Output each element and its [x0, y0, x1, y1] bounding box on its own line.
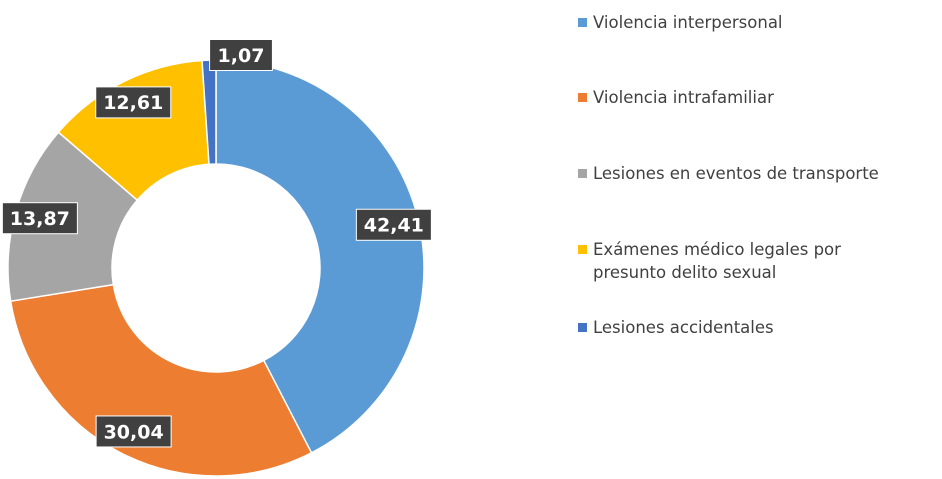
donut-slices: [7, 59, 425, 477]
legend-item-examenes-medico-legales: Exámenes médico legales por presunto del…: [578, 238, 893, 284]
legend-label: Violencia intrafamiliar: [593, 88, 774, 107]
legend-swatch: [578, 169, 587, 178]
data-label-box: [209, 39, 273, 71]
data-label: 13,87: [1, 202, 78, 235]
data-label-text: 12,61: [103, 92, 163, 114]
data-labels: 42,41 30,04 13,87 12,61 1,07: [1, 39, 432, 448]
legend-item-lesiones-transporte: Lesiones en eventos de transporte: [578, 162, 938, 185]
data-label-text: 13,87: [10, 208, 70, 230]
chart-legend: Violencia interpersonal Violencia intraf…: [578, 0, 942, 479]
legend-swatch: [578, 323, 587, 332]
legend-label: Lesiones en eventos de transporte: [593, 164, 879, 183]
legend-label: Violencia interpersonal: [593, 13, 783, 32]
data-label-box: [95, 86, 172, 119]
legend-label: Lesiones accidentales: [593, 318, 774, 337]
data-label-box: [95, 415, 172, 448]
legend-swatch: [578, 245, 587, 254]
legend-item-violencia-interpersonal: Violencia interpersonal: [578, 11, 938, 34]
data-label: 1,07: [209, 39, 273, 71]
data-label: 30,04: [95, 415, 172, 448]
slice-lesiones-accidentales: [201, 59, 217, 166]
slice-violencia-intrafamiliar: [9, 283, 313, 477]
data-label-text: 30,04: [104, 421, 164, 443]
legend-swatch: [578, 93, 587, 102]
data-label: 42,41: [355, 208, 432, 241]
data-label-box: [355, 208, 432, 241]
data-label: 12,61: [95, 86, 172, 119]
legend-label: Exámenes médico legales por presunto del…: [593, 240, 841, 282]
legend-swatch: [578, 18, 587, 27]
data-label-text: 42,41: [364, 215, 424, 237]
slice-violencia-interpersonal: [215, 59, 425, 454]
legend-item-violencia-intrafamiliar: Violencia intrafamiliar: [578, 86, 938, 109]
data-label-box: [1, 202, 78, 235]
legend-item-lesiones-accidentales: Lesiones accidentales: [578, 316, 938, 339]
data-label-text: 1,07: [218, 45, 265, 67]
